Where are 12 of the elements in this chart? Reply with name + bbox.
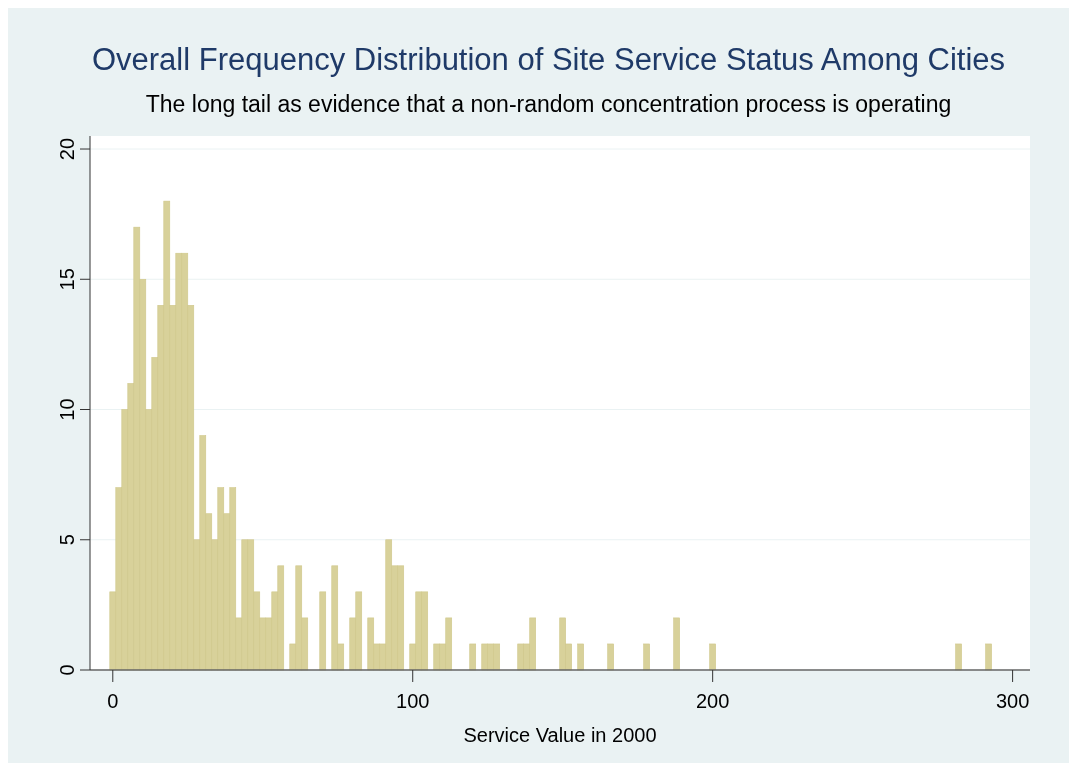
y-tick-label: 5 [56,534,78,546]
x-tick-label: 0 [107,690,119,712]
y-tick-label: 15 [56,268,78,291]
chart-title: Overall Frequency Distribution of Site Service Status Among Cities [91,42,1006,77]
x-axis-title: Service Value in 2000 [463,724,657,746]
y-tick-label: 20 [56,137,78,161]
chart-subtitle: The long tail as evidence that a non-random concentration process is operating [145,91,952,117]
x-tick-label: 100 [396,690,430,712]
x-tick-label: 300 [995,690,1030,712]
x-tick-label: 200 [695,690,730,712]
y-tick-label: 0 [56,664,78,676]
y-tick-label: 10 [56,398,78,421]
